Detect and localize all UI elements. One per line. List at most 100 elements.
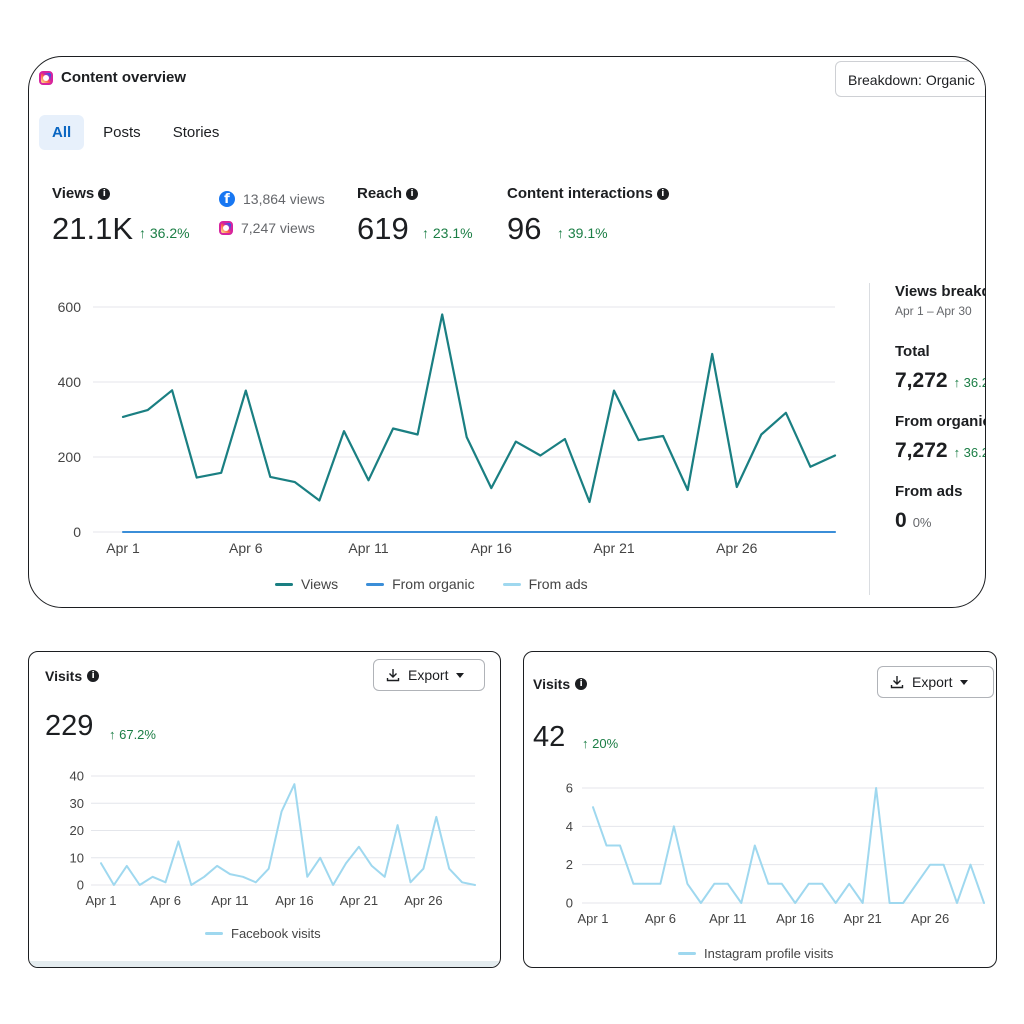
legend-item-views[interactable]: Views [275,576,338,592]
instagram-icon [219,221,233,235]
legend-swatch-ads [502,582,521,586]
organic-row: 7,272 ↑ 36.2% [895,439,985,463]
facebook-visits-chart-x-tick-label: Apr 26 [404,893,442,908]
facebook-visits-chart-y-tick-label: 0 [77,878,84,893]
instagram-visits-label: Visits [533,676,571,692]
instagram-visits-chart-x-tick-label: Apr 26 [911,911,949,926]
facebook-visits-chart-y-tick-label: 10 [70,850,84,865]
legend-label-organic: From organic [392,576,475,592]
instagram-visits-chart-x-tick-label: Apr 11 [709,911,746,926]
ads-delta: 0% [912,515,932,530]
instagram-visits-chart-y-tick-label: 2 [566,857,573,872]
instagram-visits-card: Visits i Export 42 ↑ 20% 0 2 4 6 Apr 1 Apr 6 A… [523,651,997,968]
facebook-icon: f [219,191,235,207]
tab-stories[interactable]: Stories [172,124,220,141]
legend-item-facebook-visits[interactable]: Facebook visits [205,926,321,941]
ads-label: From ads [895,483,963,500]
views-line-chart: 0 200 400 600 Apr 1 Apr 6 Apr 11 Apr 16 Apr 21 Ap… [58,299,837,556]
interactions-label: Content interactions [507,185,653,202]
instagram-visits-chart-y-tick-label: 6 [566,781,573,796]
card-bottom-strip [29,961,500,967]
ads-value: 0 [895,509,907,532]
tab-posts[interactable]: Posts [103,124,141,141]
reach-delta: ↑ 23.1% [422,225,473,241]
facebook-visits-line-chart: 0 10 20 30 40 Apr 1 Apr 6 Apr 11 Apr 16 Apr 21 Apr… [70,769,476,908]
total-delta: ↑ 36.2% [953,375,985,390]
instagram-visits-value: 42 [533,721,566,753]
info-icon[interactable]: i [406,187,419,200]
facebook-visits-legend: Facebook visits [205,926,321,941]
facebook-visits-label-row: Visits i [45,668,100,684]
content-overview-card: Content overview Breakdown: Organic All … [28,56,986,608]
views-chart-x-tick-label: Apr 11 [348,540,388,556]
instagram-visits-delta: ↑ 20% [582,736,619,751]
legend-item-organic[interactable]: From organic [366,576,475,592]
instagram-visits-chart-x-tick-label: Apr 16 [776,911,814,926]
total-row: 7,272 ↑ 36.2% [895,369,985,393]
facebook-visits-chart-x-tick-label: Apr 21 [340,893,378,908]
info-icon[interactable]: i [656,187,669,200]
instagram-visits-chart-y-tick-label: 4 [566,819,573,834]
legend-swatch-views [275,582,293,586]
facebook-visits-chart-x-tick-label: Apr 16 [275,893,313,908]
instagram-export-button[interactable]: Export [877,666,994,698]
facebook-export-button[interactable]: Export [373,659,485,691]
facebook-views-value: 13,864 views [243,191,325,207]
facebook-visits-label: Visits [45,668,83,684]
instagram-export-label: Export [912,674,953,690]
views-chart-x-tick-label: Apr 21 [593,540,634,556]
chevron-down-icon [960,679,969,685]
views-breakdown-date-range: Apr 1 – Apr 30 [895,304,972,318]
facebook-visits-value: 229 [45,710,94,742]
ads-row: 0 0% [895,509,931,533]
chevron-down-icon [456,672,465,678]
side-panel-divider [869,283,870,595]
instagram-visits-chart-series-instagram-profile-visits[interactable] [592,787,985,904]
info-icon[interactable]: i [87,670,100,682]
legend-label-views: Views [301,576,339,592]
views-chart-y-tick-label: 400 [58,374,82,390]
views-chart-series-views[interactable] [121,313,837,504]
facebook-visits-chart-x-tick-label: Apr 1 [85,893,116,908]
legend-label-facebook-visits: Facebook visits [231,926,321,941]
facebook-views: f 13,864 views [219,191,325,207]
legend-swatch-instagram-visits [678,952,696,955]
facebook-visits-chart-x-tick-label: Apr 11 [211,893,248,908]
instagram-visits-chart-y-tick-label: 0 [566,896,573,911]
instagram-views: 7,247 views [219,220,315,236]
views-chart-x-tick-label: Apr 16 [471,540,512,556]
views-delta: ↑ 36.2% [139,225,190,241]
tab-all[interactable]: All [39,115,85,150]
interactions-value: 96 [507,211,542,246]
info-icon[interactable]: i [575,678,588,690]
instagram-visits-label-row: Visits i [533,676,588,692]
instagram-visits-line-chart: 0 2 4 6 Apr 1 Apr 6 Apr 11 Apr 16 Apr 21 Apr 26 [566,781,985,926]
download-icon [890,676,904,689]
views-chart-y-tick-label: 0 [73,524,81,540]
breakdown-dropdown[interactable]: Breakdown: Organic [835,61,985,97]
facebook-visits-chart-y-tick-label: 20 [70,823,84,838]
legend-label-instagram-visits: Instagram profile visits [704,946,834,961]
organic-label: From organic [895,413,986,430]
facebook-visits-delta: ↑ 67.2% [109,727,156,742]
interactions-delta: ↑ 39.1% [557,225,608,241]
content-overview-header: Content overview [39,69,186,86]
views-chart-x-tick-label: Apr 6 [229,540,263,556]
download-icon [386,669,400,682]
legend-item-ads[interactable]: From ads [502,576,588,592]
legend-swatch-facebook-visits [205,932,223,935]
facebook-visits-chart-y-tick-label: 30 [70,796,84,811]
info-icon[interactable]: i [98,187,111,200]
legend-item-instagram-visits[interactable]: Instagram profile visits [678,946,833,961]
instagram-views-value: 7,247 views [241,220,315,236]
reach-metric-label: Reach i [357,185,419,202]
legend-swatch-organic [366,582,385,586]
facebook-visits-chart-x-tick-label: Apr 6 [150,893,181,908]
organic-delta: ↑ 36.2% [953,445,985,460]
instagram-visits-chart-x-tick-label: Apr 6 [645,911,676,926]
instagram-visits-chart-x-tick-label: Apr 1 [577,911,608,926]
views-breakdown-title: Views breakdown [895,283,985,300]
views-chart-legend: Views From organic From ads [275,576,588,592]
facebook-visits-chart-series-facebook-visits[interactable] [100,783,476,886]
views-chart-x-tick-label: Apr 26 [716,540,757,556]
